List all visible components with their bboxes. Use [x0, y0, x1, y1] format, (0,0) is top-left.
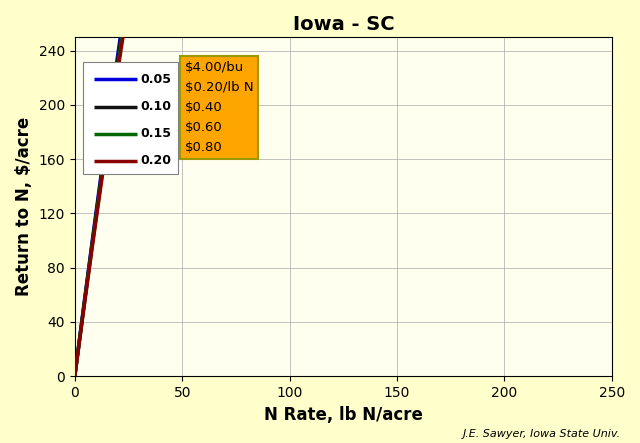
- Text: 0.15: 0.15: [140, 127, 172, 140]
- Y-axis label: Return to N, $/acre: Return to N, $/acre: [15, 117, 33, 296]
- Title: Iowa - SC: Iowa - SC: [292, 15, 394, 34]
- FancyBboxPatch shape: [83, 62, 178, 175]
- Text: 0.05: 0.05: [140, 73, 172, 86]
- Text: MRTN: MRTN: [0, 442, 1, 443]
- Text: Flat Payoff: Flat Payoff: [0, 442, 1, 443]
- X-axis label: N Rate, lb N/acre: N Rate, lb N/acre: [264, 406, 423, 424]
- Text: 0.10: 0.10: [140, 100, 172, 113]
- Text: Most Profitable Range
Within $1/acre MRTN: Most Profitable Range Within $1/acre MRT…: [0, 442, 1, 443]
- Text: 0.20: 0.20: [140, 154, 172, 167]
- Text: J.E. Sawyer, Iowa State Univ.: J.E. Sawyer, Iowa State Univ.: [463, 428, 621, 439]
- Text: $4.00/bu
$0.20/lb N
$0.40
$0.60
$0.80: $4.00/bu $0.20/lb N $0.40 $0.60 $0.80: [185, 61, 253, 155]
